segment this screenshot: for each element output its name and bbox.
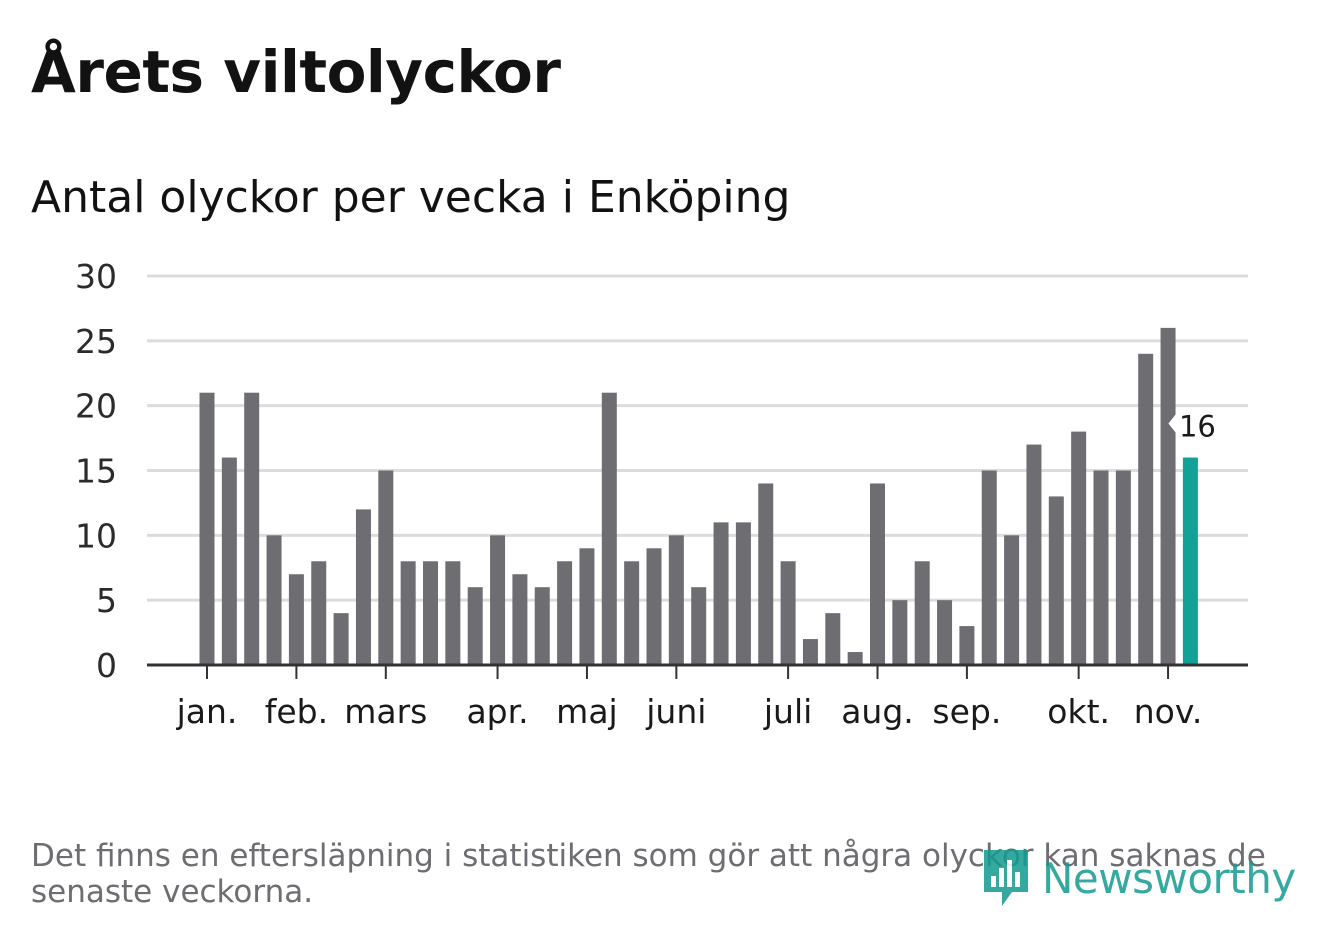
y-tick-label: 20	[75, 387, 117, 426]
y-tick-label: 10	[75, 516, 117, 555]
bar	[937, 600, 953, 665]
bar	[914, 561, 930, 665]
bar	[1093, 470, 1109, 665]
bar	[691, 587, 707, 665]
x-tick-label: okt.	[1047, 692, 1110, 731]
bar	[266, 535, 282, 665]
bar	[802, 639, 818, 665]
bar	[1138, 353, 1154, 665]
bar	[221, 457, 237, 665]
y-axis: 0 5 10 15 20 25 30	[75, 257, 117, 685]
bar	[668, 535, 684, 665]
bar	[959, 626, 975, 665]
bar	[512, 574, 528, 665]
chart-title: Årets viltolyckor	[31, 38, 561, 106]
bar	[378, 470, 394, 665]
data-labels: 16	[1168, 410, 1216, 444]
bar	[355, 509, 371, 665]
x-axis: jan. feb. mars apr. maj juni juli aug. sep. okt. n…	[176, 665, 1203, 731]
x-tick-label: feb.	[265, 692, 328, 731]
bar	[1026, 444, 1042, 665]
x-tick-label: juli	[763, 692, 812, 731]
y-tick-label: 15	[75, 452, 117, 491]
x-tick-label: maj	[556, 692, 618, 731]
bar	[467, 587, 483, 665]
brand-logo: Newsworthy	[980, 846, 1296, 910]
bar	[981, 470, 997, 665]
footnote: Det finns en eftersläpning i statistiken…	[31, 838, 1266, 910]
brand-name: Newsworthy	[1042, 853, 1296, 903]
y-tick-label: 25	[75, 322, 117, 361]
bar	[713, 522, 729, 665]
bar	[1160, 327, 1176, 665]
bar	[601, 392, 617, 665]
bars	[199, 327, 1198, 665]
bar	[534, 587, 550, 665]
bar	[311, 561, 327, 665]
x-tick-label: nov.	[1134, 692, 1203, 731]
x-tick-label: apr.	[466, 692, 528, 731]
bar	[1048, 496, 1064, 665]
bar	[624, 561, 640, 665]
bar	[646, 548, 662, 665]
bar	[892, 600, 908, 665]
y-tick-label: 30	[75, 257, 117, 296]
bar	[199, 392, 215, 665]
bar	[400, 561, 416, 665]
bar-chart: 0 5 10 15 20 25 30 jan. feb. mars apr. maj juni juli…	[75, 257, 1248, 731]
bar	[780, 561, 796, 665]
bar	[1071, 431, 1087, 665]
bar	[579, 548, 595, 665]
chart-subtitle: Antal olyckor per vecka i Enköping	[31, 172, 791, 223]
data-label-pointer	[1168, 413, 1177, 434]
data-label: 16	[1179, 410, 1216, 444]
bar	[445, 561, 461, 665]
bar	[758, 483, 774, 665]
bar	[244, 392, 260, 665]
newsworthy-logo-icon	[984, 850, 1028, 906]
bar	[735, 522, 751, 665]
x-tick-label: mars	[344, 692, 427, 731]
x-tick-label: juni	[645, 692, 706, 731]
x-tick-label: sep.	[932, 692, 1001, 731]
bar	[825, 613, 841, 665]
x-tick-label: jan.	[176, 692, 238, 731]
bar	[1115, 470, 1131, 665]
bar	[870, 483, 885, 665]
bar	[847, 652, 863, 665]
x-tick-label: aug.	[841, 692, 914, 731]
bar	[557, 561, 573, 665]
bar	[1004, 535, 1020, 665]
y-tick-label: 5	[96, 581, 117, 620]
bar	[333, 613, 349, 665]
bar	[490, 535, 506, 665]
bar-highlight	[1182, 457, 1198, 665]
bar	[288, 574, 304, 665]
y-tick-label: 0	[96, 646, 117, 685]
bar	[423, 561, 438, 665]
